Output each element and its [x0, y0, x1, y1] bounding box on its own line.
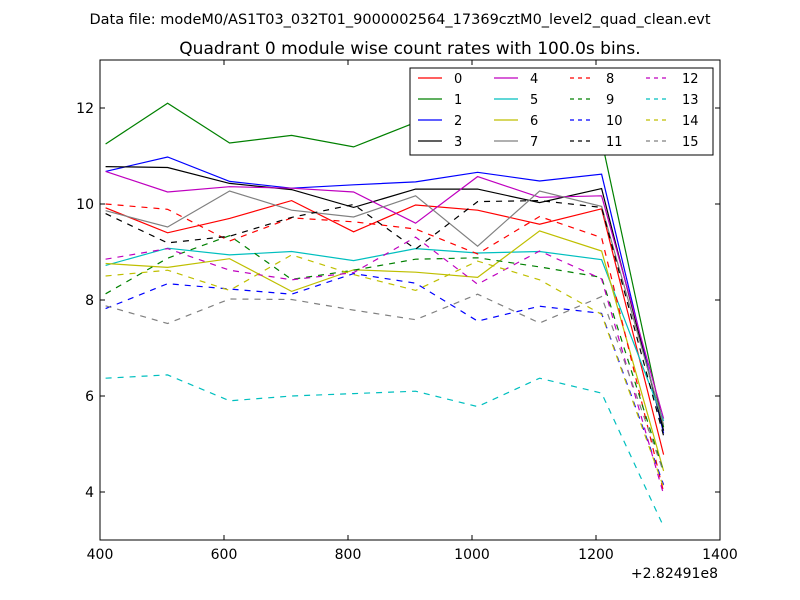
y-tick-label: 10	[76, 197, 94, 213]
series-line-11	[105, 199, 665, 436]
x-tick-label: 400	[87, 547, 114, 563]
y-tick-label: 4	[85, 485, 94, 501]
legend-label-4: 4	[530, 72, 538, 87]
x-tick-label: 1400	[702, 547, 738, 563]
series-line-3	[105, 166, 665, 431]
series-line-2	[105, 156, 665, 434]
legend-label-0: 0	[454, 72, 462, 87]
y-tick-label: 8	[85, 293, 94, 309]
legend-label-10: 10	[606, 114, 623, 129]
chart-title: Quadrant 0 module wise count rates with …	[179, 39, 640, 59]
series-line-8	[105, 203, 665, 493]
legend-label-15: 15	[682, 135, 699, 150]
x-offset-label: +2.82491e8	[631, 566, 718, 582]
series-line-4	[105, 170, 665, 419]
legend-label-5: 5	[530, 93, 538, 108]
legend-label-9: 9	[606, 93, 614, 108]
series-line-7	[105, 190, 665, 425]
legend-label-14: 14	[682, 114, 699, 129]
legend-label-7: 7	[530, 135, 538, 150]
y-tick-label: 6	[85, 389, 94, 405]
series-line-15	[105, 293, 665, 473]
legend-label-1: 1	[454, 93, 462, 108]
series-layer	[105, 102, 665, 527]
y-tick-label: 12	[76, 101, 94, 117]
series-line-12	[105, 236, 665, 495]
x-tick-label: 1200	[578, 547, 614, 563]
legend-label-13: 13	[682, 93, 699, 108]
legend-label-11: 11	[606, 135, 623, 150]
legend-label-12: 12	[682, 72, 699, 87]
figure-suptitle: Data file: modeM0/AS1T03_032T01_90000025…	[89, 12, 710, 28]
legend-label-6: 6	[530, 114, 538, 129]
x-tick-label: 800	[335, 547, 362, 563]
series-line-13	[105, 374, 665, 527]
series-line-0	[105, 199, 665, 455]
x-tick-label: 600	[211, 547, 238, 563]
series-line-6	[105, 230, 665, 472]
x-tick-label: 1000	[454, 547, 490, 563]
series-line-9	[105, 235, 665, 472]
legend-label-3: 3	[454, 135, 462, 150]
legend-label-8: 8	[606, 72, 614, 87]
legend-label-2: 2	[454, 114, 462, 129]
series-line-10	[105, 272, 665, 486]
series-line-14	[105, 254, 665, 488]
